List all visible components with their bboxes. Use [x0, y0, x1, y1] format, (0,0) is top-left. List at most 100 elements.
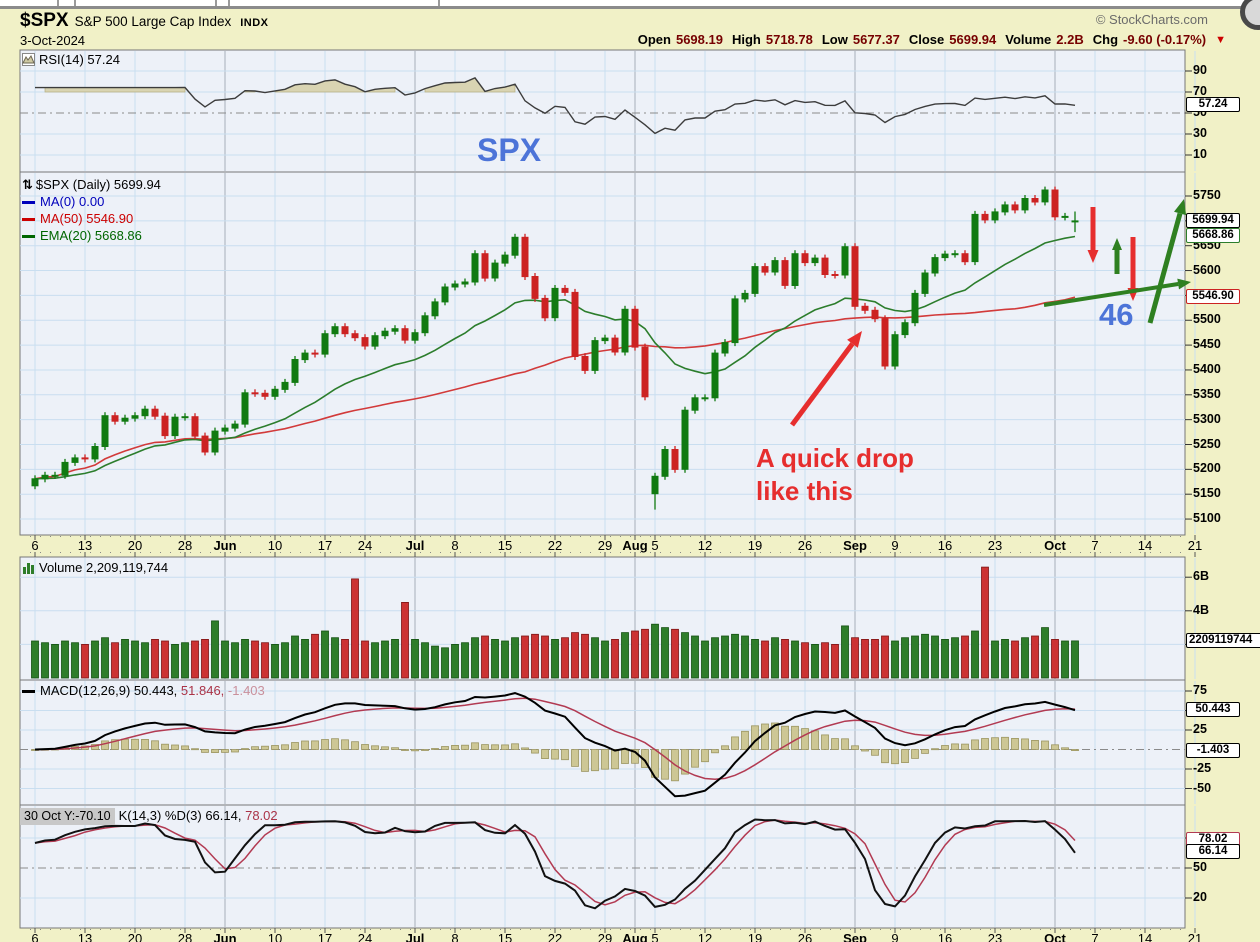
- x-axis-tick-label: 9: [891, 931, 899, 942]
- x-axis-tick-label: 26: [797, 931, 813, 942]
- axis-value-label: 5546.90: [1186, 288, 1240, 304]
- y-axis-tick-label: 5450: [1193, 337, 1221, 352]
- x-axis-tick-label: 7: [1091, 931, 1099, 942]
- axis-value-label: 5668.86: [1186, 228, 1240, 244]
- legend-text: EMA(20) 5668.86: [40, 228, 142, 243]
- x-axis-tick-label: 28: [177, 931, 193, 942]
- quote-row: Open 5698.19 High 5718.78 Low 5677.37 Close 569…: [638, 32, 1226, 47]
- x-axis-tick-label: 21: [1187, 538, 1203, 553]
- x-axis-tick-label: 16: [937, 931, 953, 942]
- drop-line-2: like this: [756, 476, 853, 506]
- x-axis-tick-label: 14: [1137, 538, 1153, 553]
- x-axis-tick-label: 17: [317, 931, 333, 942]
- quote-label: High: [731, 32, 761, 47]
- x-axis-tick-label: 15: [497, 931, 513, 942]
- browser-tick: [215, 0, 217, 6]
- quote-value: 5718.78: [765, 32, 813, 47]
- browser-tick: [438, 0, 440, 6]
- y-axis-tick-label: 6B: [1193, 569, 1209, 584]
- x-axis-tick-label: 29: [597, 538, 613, 553]
- axis-value-label: 66.14: [1186, 843, 1240, 859]
- exchange-tag: INDX: [240, 17, 269, 29]
- macd-legend-text: -1.403: [224, 683, 265, 698]
- browser-tick: [57, 0, 59, 6]
- price-title: $SPX (Daily) 5699.94: [35, 177, 161, 192]
- chart-header: $SPX S&P 500 Large Cap Index INDX: [20, 10, 269, 32]
- quick-drop-annotation-text: A quick drop like this: [756, 442, 914, 508]
- overlay-legend-row: EMA(20) 5668.86: [22, 227, 161, 244]
- x-axis-tick-label: 16: [937, 538, 953, 553]
- x-axis-tick-label: 19: [747, 931, 763, 942]
- x-axis-tick-label: Jun: [213, 931, 237, 942]
- x-axis-tick-label: 21: [1187, 931, 1203, 942]
- y-axis-tick-label: 30: [1193, 126, 1207, 140]
- volume-bars-icon: [23, 563, 34, 574]
- y-axis-tick-label: 50: [1193, 860, 1207, 874]
- corner-widget-icon[interactable]: [1240, 0, 1260, 30]
- x-axis-tick-label: 7: [1091, 538, 1099, 553]
- rsi-area-icon: [22, 53, 35, 66]
- x-axis-tick-label: 13: [77, 931, 93, 942]
- x-axis-tick-label: 20: [127, 931, 143, 942]
- chart-date: 3-Oct-2024: [20, 33, 86, 48]
- y-axis-tick-label: 5200: [1193, 461, 1221, 476]
- y-axis-tick-label: 5400: [1193, 361, 1221, 376]
- y-axis-tick-label: 70: [1193, 84, 1207, 98]
- axis-value-label: 78.02: [1186, 831, 1240, 847]
- x-axis-tick-label: 17: [317, 538, 333, 553]
- stoch-legend-text: 78.02: [241, 808, 278, 823]
- x-axis-tick-label: 6: [31, 931, 39, 942]
- x-axis-tick-label: 24: [357, 931, 373, 942]
- legend-text: MA(50) 5546.90: [40, 211, 134, 226]
- x-axis-tick-label: Sep: [843, 931, 867, 942]
- axis-value-label: 5699.94: [1186, 212, 1240, 228]
- rsi-label: RSI(14) 57.24: [39, 52, 120, 67]
- x-axis-tick-label: 10: [267, 538, 283, 553]
- x-axis-tick-label: 14: [1137, 931, 1153, 942]
- quote-value: 2.2B: [1056, 32, 1084, 47]
- x-axis-tick-label: Oct: [1044, 931, 1066, 942]
- quote-label: Open: [637, 32, 671, 47]
- macd-legend-text: 51.846,: [177, 683, 225, 698]
- browser-artifact-strip: [0, 0, 1260, 6]
- quote-label: Chg: [1092, 32, 1119, 47]
- stoch-legend-text: K(14,3) %D(3) 66.14,: [118, 808, 242, 823]
- browser-divider-bar: [0, 6, 1260, 9]
- quote-label: Volume: [1005, 32, 1052, 47]
- symbol: $SPX: [20, 10, 69, 31]
- chg-down-arrow-icon: ▼: [1215, 33, 1226, 46]
- macd-legend: MACD(12,26,9) 50.443, 51.846, -1.403: [22, 683, 265, 698]
- y-axis-tick-label: 5600: [1193, 262, 1221, 277]
- axis-value-label: 50.443: [1186, 702, 1240, 718]
- drop-line-1: A quick drop: [756, 443, 914, 473]
- crosshair-tooltip: 30 Oct Y:-70.10: [20, 808, 115, 825]
- x-axis-tick-label: 23: [987, 538, 1003, 553]
- quote-value: 5699.94: [949, 32, 997, 47]
- x-axis-tick-label: 5: [651, 538, 659, 553]
- y-axis-tick-label: -25: [1193, 761, 1212, 775]
- x-axis-tick-label: 10: [267, 931, 283, 942]
- volume-label: Volume 2,209,119,744: [39, 560, 169, 575]
- quote-value: 5698.19: [675, 32, 723, 47]
- x-axis-tick-label: 13: [77, 538, 93, 553]
- x-axis-tick-label: 29: [597, 931, 613, 942]
- volume-legend: Volume 2,209,119,744: [22, 560, 168, 575]
- x-axis-tick-label: 24: [357, 538, 373, 553]
- browser-tick: [228, 0, 230, 6]
- copyright: © StockCharts.com: [1095, 12, 1208, 27]
- y-axis-tick-label: 20: [1193, 890, 1207, 904]
- browser-tick: [74, 0, 76, 6]
- y-axis-tick-label: 10: [1193, 147, 1207, 161]
- axis-value-label: 57.24: [1186, 97, 1240, 113]
- macd-legend-text: MACD(12,26,9) 50.443,: [40, 683, 178, 698]
- candlestick-style-icon: ⇅: [22, 178, 33, 193]
- y-axis-tick-label: 5300: [1193, 411, 1221, 426]
- legend-text: MA(0) 0.00: [40, 194, 105, 209]
- x-axis-tick-label: 12: [697, 931, 713, 942]
- y-axis-tick-label: -50: [1193, 780, 1212, 795]
- y-axis-tick-label: 90: [1193, 63, 1207, 77]
- x-axis-tick-label: Aug: [622, 931, 648, 942]
- spx-annotation-text: SPX: [477, 132, 542, 168]
